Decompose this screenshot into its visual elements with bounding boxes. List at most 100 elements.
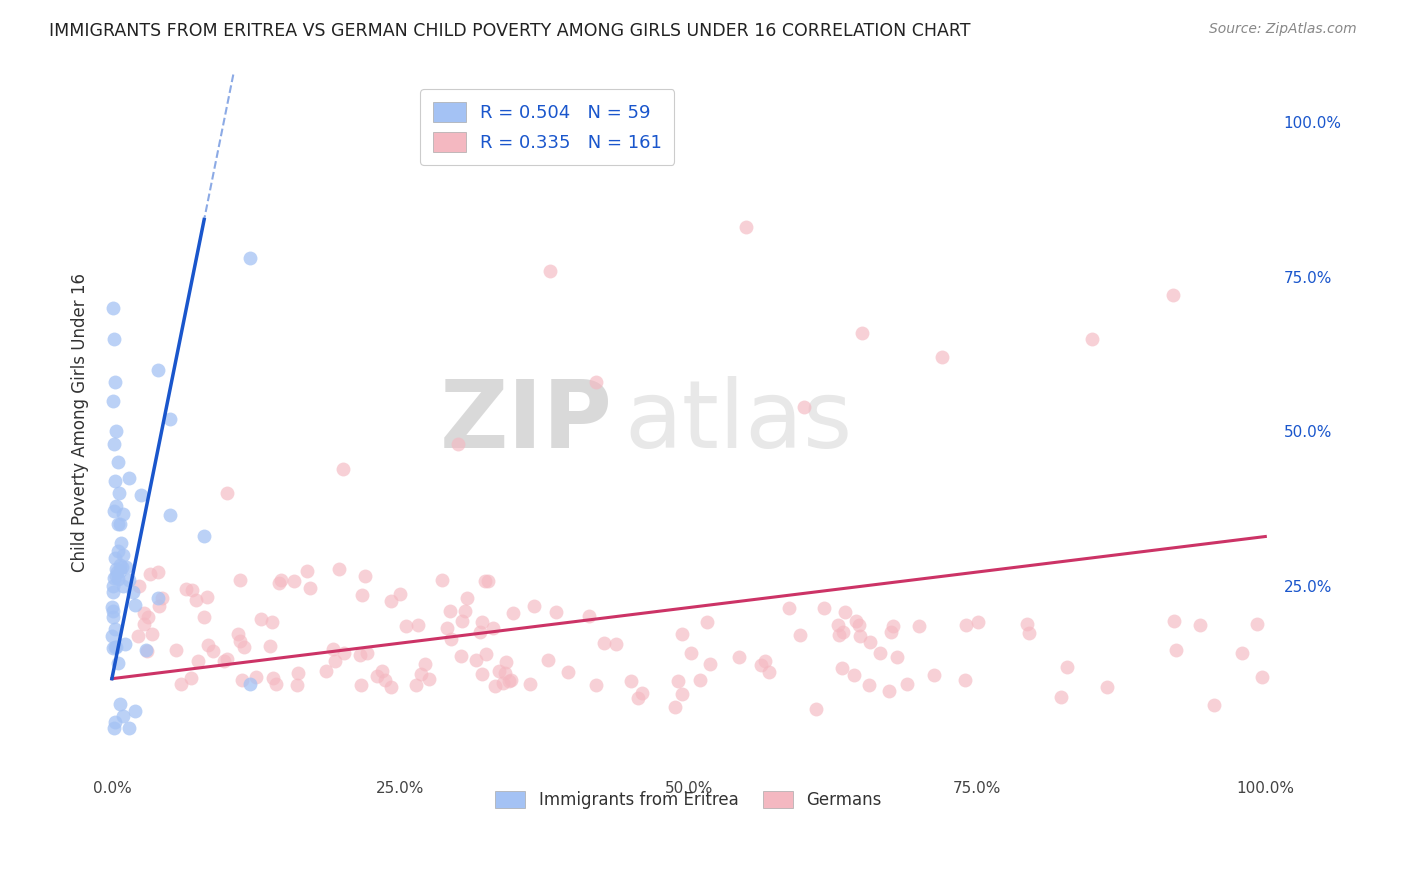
Point bbox=[1050, 690, 1073, 704]
Point bbox=[128, 579, 150, 593]
Point bbox=[537, 653, 560, 667]
Point bbox=[118, 573, 141, 587]
Point bbox=[495, 656, 517, 670]
Point bbox=[1081, 332, 1104, 346]
Point bbox=[315, 665, 337, 679]
Point bbox=[395, 619, 418, 633]
Point bbox=[229, 574, 252, 588]
Point bbox=[105, 640, 128, 655]
Point bbox=[371, 664, 394, 678]
Point bbox=[193, 610, 215, 624]
Point bbox=[323, 654, 346, 668]
Point bbox=[264, 676, 287, 690]
Point bbox=[107, 544, 129, 558]
Point bbox=[896, 677, 918, 691]
Point bbox=[880, 624, 903, 639]
Point bbox=[630, 686, 652, 700]
Point bbox=[180, 671, 202, 685]
Point bbox=[451, 615, 474, 629]
Point bbox=[112, 708, 135, 723]
Point bbox=[1166, 642, 1188, 657]
Point bbox=[408, 618, 430, 632]
Point bbox=[842, 668, 865, 682]
Point bbox=[141, 627, 163, 641]
Point bbox=[749, 658, 772, 673]
Point bbox=[150, 591, 173, 605]
Point bbox=[671, 627, 693, 641]
Point bbox=[832, 625, 855, 640]
Point bbox=[1188, 617, 1211, 632]
Point bbox=[380, 680, 402, 694]
Point bbox=[664, 699, 686, 714]
Point bbox=[108, 558, 131, 573]
Point bbox=[127, 629, 149, 643]
Point bbox=[834, 605, 856, 619]
Point bbox=[793, 400, 815, 414]
Point bbox=[666, 673, 689, 688]
Point bbox=[267, 575, 290, 590]
Point bbox=[475, 647, 498, 661]
Point bbox=[146, 591, 169, 606]
Point bbox=[270, 573, 292, 587]
Point bbox=[592, 635, 614, 649]
Point bbox=[380, 593, 402, 607]
Point bbox=[1095, 680, 1118, 694]
Point bbox=[101, 579, 124, 593]
Point bbox=[728, 650, 751, 665]
Point bbox=[1018, 626, 1040, 640]
Point bbox=[148, 565, 170, 579]
Point bbox=[879, 683, 901, 698]
Point bbox=[129, 488, 152, 502]
Point bbox=[111, 560, 134, 574]
Point bbox=[262, 615, 284, 629]
Point bbox=[1204, 698, 1226, 712]
Point bbox=[180, 582, 202, 597]
Point bbox=[619, 673, 641, 688]
Point bbox=[108, 517, 131, 532]
Point bbox=[922, 668, 945, 682]
Point bbox=[827, 617, 849, 632]
Point bbox=[139, 566, 162, 581]
Point bbox=[436, 621, 458, 635]
Point bbox=[502, 607, 524, 621]
Point bbox=[103, 504, 125, 518]
Point bbox=[626, 691, 648, 706]
Point bbox=[471, 666, 494, 681]
Point bbox=[105, 562, 128, 576]
Point bbox=[474, 574, 496, 589]
Point bbox=[101, 393, 124, 408]
Point bbox=[104, 474, 127, 488]
Point bbox=[295, 565, 318, 579]
Point bbox=[432, 574, 454, 588]
Point bbox=[285, 677, 308, 691]
Point bbox=[671, 687, 693, 701]
Point bbox=[1250, 670, 1272, 684]
Point bbox=[501, 673, 523, 687]
Point bbox=[132, 617, 155, 632]
Point bbox=[523, 599, 546, 613]
Point bbox=[108, 564, 131, 578]
Point bbox=[778, 601, 800, 615]
Point bbox=[886, 649, 908, 664]
Point bbox=[107, 517, 129, 532]
Point bbox=[813, 600, 835, 615]
Point bbox=[468, 625, 491, 640]
Point bbox=[1017, 617, 1039, 632]
Point bbox=[366, 669, 388, 683]
Point bbox=[689, 673, 711, 687]
Point bbox=[104, 714, 127, 729]
Point bbox=[350, 588, 373, 602]
Point bbox=[197, 638, 219, 652]
Point bbox=[1161, 288, 1184, 302]
Legend: Immigrants from Eritrea, Germans: Immigrants from Eritrea, Germans bbox=[488, 784, 889, 815]
Point bbox=[245, 670, 267, 684]
Point bbox=[174, 582, 197, 596]
Point bbox=[735, 220, 758, 235]
Point bbox=[955, 617, 977, 632]
Point bbox=[262, 671, 284, 685]
Point bbox=[103, 437, 125, 451]
Point bbox=[1163, 614, 1185, 628]
Point bbox=[112, 579, 135, 593]
Point bbox=[322, 642, 344, 657]
Point bbox=[107, 455, 129, 469]
